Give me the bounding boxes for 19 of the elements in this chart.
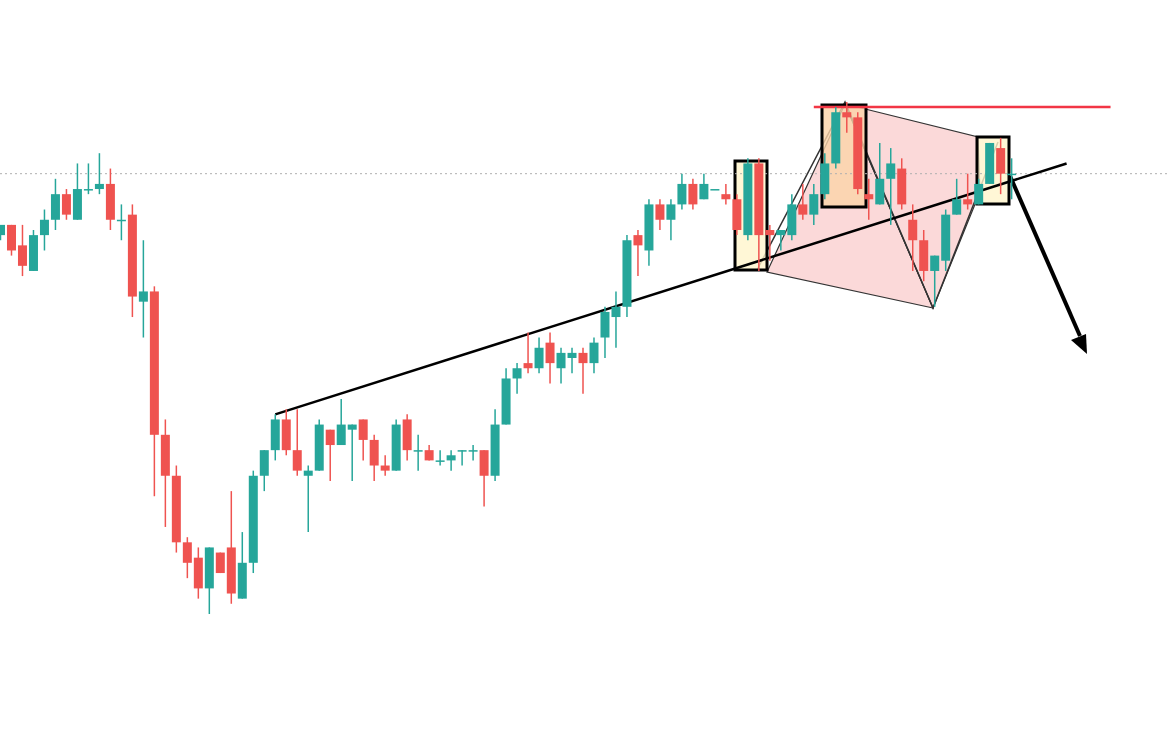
- candlestick: [138, 239, 148, 339]
- candlestick: [83, 162, 93, 195]
- candlestick: [457, 449, 467, 467]
- candlestick: [17, 224, 27, 277]
- candlestick: [435, 449, 445, 467]
- candlestick: [270, 413, 280, 462]
- candlestick: [413, 434, 423, 472]
- candlestick: [919, 229, 929, 282]
- candlestick: [61, 188, 71, 221]
- candlestick: [226, 490, 236, 605]
- candlestick: [50, 178, 60, 231]
- candlestick: [886, 147, 896, 226]
- candlestick: [952, 178, 962, 216]
- candlestick: [259, 449, 269, 492]
- candlestick: [996, 137, 1006, 195]
- candlestick: [468, 444, 478, 462]
- candlestick: [182, 536, 192, 579]
- candlestick: [281, 408, 291, 457]
- candlestick: [72, 162, 82, 221]
